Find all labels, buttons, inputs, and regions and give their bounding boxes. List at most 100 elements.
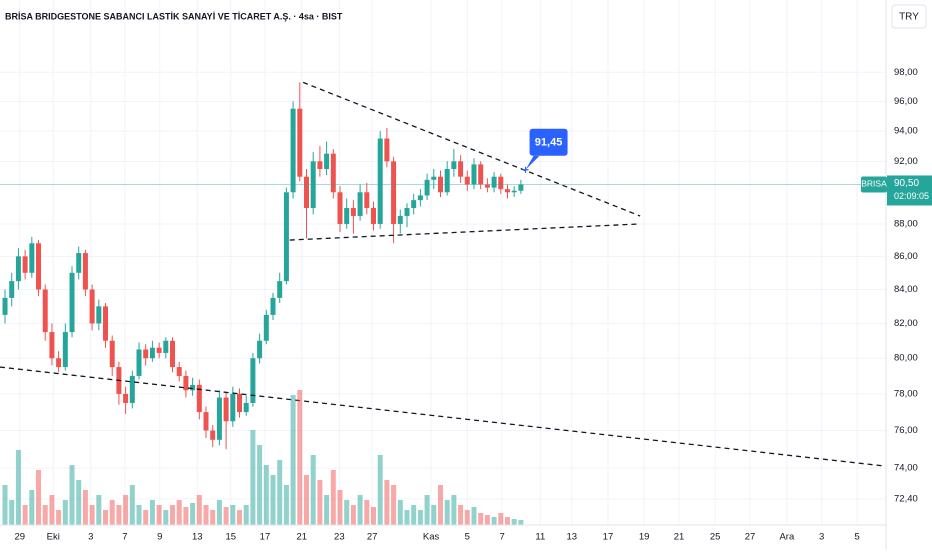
volume-bar (109, 500, 115, 525)
volume-bar (391, 485, 397, 525)
candle-body (223, 397, 229, 422)
candle-body (451, 161, 457, 169)
volume-bar (15, 450, 21, 525)
volume-bar (431, 505, 437, 525)
chart-title: BRİSA BRIDGESTONE SABANCI LASTİK SANAYİ … (5, 11, 343, 21)
candle-body (42, 289, 48, 333)
volume-bar (317, 480, 323, 525)
candle-body (156, 347, 162, 353)
y-tick-label: 92,00 (894, 156, 918, 167)
volume-bar (437, 485, 443, 525)
volume-bar (76, 480, 82, 525)
volume-bar (498, 513, 504, 525)
grid-layer (0, 0, 886, 525)
candle-body (163, 340, 169, 353)
candle-body (263, 314, 269, 341)
x-tick-label: 21 (674, 532, 685, 543)
volume-bar (377, 455, 383, 525)
candle-body (417, 195, 423, 201)
y-tick-label: 86,00 (894, 251, 918, 262)
candle-body (69, 272, 75, 333)
volume-bar (190, 503, 196, 525)
volume-bar (237, 510, 243, 525)
volume-bar (176, 500, 182, 525)
candle-body (29, 243, 35, 273)
x-tick-label: 7 (499, 532, 504, 543)
candle-body (250, 358, 256, 403)
candle-body (377, 138, 383, 224)
candle-body (109, 340, 115, 368)
currency[interactable]: TRY (899, 12, 919, 23)
candle-body (103, 306, 109, 341)
currency-button[interactable] (891, 4, 927, 29)
volume-bar (257, 445, 263, 525)
volume-bar (397, 500, 403, 525)
x-tick-label: 19 (639, 532, 650, 543)
trendline (0, 366, 887, 467)
volume-bar (136, 505, 142, 525)
symbol-label: BRISA (861, 179, 887, 189)
candle-body (324, 153, 330, 169)
candle-body (431, 176, 437, 180)
volume-bar (511, 519, 517, 525)
volume-bar (424, 495, 430, 525)
candle-body (471, 164, 477, 185)
volume-bar (2, 485, 8, 525)
lines-layer (0, 81, 887, 467)
volume-bar (96, 495, 102, 525)
volume-bar (491, 517, 497, 525)
candle-body (170, 340, 176, 368)
candle-body (511, 190, 517, 193)
volume-bar (56, 510, 62, 525)
x-tick-label: 13 (192, 532, 203, 543)
volume-bar (116, 505, 122, 525)
x-tick-label: 9 (157, 532, 162, 543)
y-tick-label: 84,00 (894, 284, 918, 295)
x-tick-label: 23 (334, 532, 345, 543)
volume-bar (49, 495, 55, 525)
y-tick-label: 98,00 (894, 67, 918, 78)
x-tick-label: Eki (47, 532, 60, 543)
x-tick-label: 3 (88, 532, 93, 543)
candle-body (15, 256, 21, 282)
candle-body (203, 412, 209, 431)
vol-layer (2, 390, 524, 525)
volume-bar (411, 505, 417, 525)
volume-bar (464, 510, 470, 525)
volume-bar (250, 430, 256, 525)
volume-bar (451, 495, 457, 525)
volume-bar (404, 510, 410, 525)
trendline (289, 223, 641, 241)
x-tick-label: 25 (710, 532, 721, 543)
candle-body (183, 375, 189, 391)
candle-body (190, 384, 196, 391)
candle-body (270, 297, 276, 315)
candle-body (96, 306, 102, 324)
candle-body (257, 340, 263, 359)
candle-body (62, 332, 68, 368)
candle-body (196, 384, 202, 413)
candle-body (337, 192, 343, 224)
volume-bar (364, 500, 370, 525)
volume-bar (344, 500, 350, 525)
candle-body (364, 192, 370, 209)
x-tick-label: 7 (122, 532, 127, 543)
candle-body (437, 176, 443, 193)
candle-body (277, 281, 283, 298)
x-tick-label: 27 (745, 532, 756, 543)
candle-body (391, 161, 397, 224)
y-tick-label: 94,00 (894, 126, 918, 137)
price-axis-panel (886, 0, 932, 550)
volume-bar (357, 495, 363, 525)
symbol-tag (861, 176, 887, 193)
candle-body (123, 393, 129, 403)
y-tick-label: 82,00 (894, 318, 918, 329)
candle-body (136, 349, 142, 376)
candle-body (310, 161, 316, 209)
volume-bar (143, 510, 149, 525)
volume-bar (230, 505, 236, 525)
volume-bar (22, 505, 28, 525)
x-tick-label: 17 (603, 532, 614, 543)
candle-body (283, 192, 289, 282)
